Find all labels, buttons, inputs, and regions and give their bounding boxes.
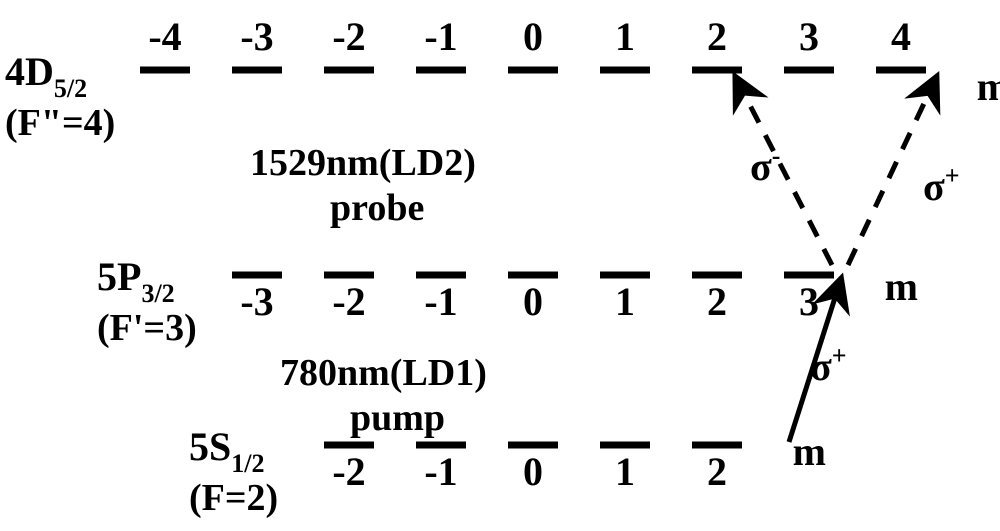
state-term: 5P3/2 (97, 254, 175, 308)
probe1-label: 1529nm(LD2) (250, 142, 476, 184)
m-number: -4 (148, 14, 181, 59)
m-number: -1 (424, 14, 457, 59)
m-number: -1 (424, 449, 457, 494)
sigma_minus-label: σ- (750, 141, 780, 189)
m-number: -1 (424, 279, 457, 324)
m-number: 2 (707, 14, 727, 59)
state-term: 4D5/2 (5, 49, 87, 103)
state-labels: 4D5/2(F"=4) 5P3/2(F'=3) 5S1/2(F=2) (5, 49, 278, 519)
m-number: 1 (615, 14, 635, 59)
sigma_plus_top-label: σ+ (923, 161, 960, 209)
m-number: -3 (240, 279, 273, 324)
m-number: 2 (707, 449, 727, 494)
m-number: -2 (332, 449, 365, 494)
m-number: 3 (799, 14, 819, 59)
energy-level-diagram: -4-3-2-101234m-3-2-10123m-2-1012m 4D5/2(… (0, 0, 1000, 531)
m-label: m (885, 264, 918, 309)
m-number: 0 (523, 449, 543, 494)
probe_pls-arrow (848, 80, 935, 265)
transition-arrows (737, 80, 935, 442)
m-number-labels: -4 -3 -2 -1 0 1 2 3 4 m -3 -2 -1 0 1 2 3 m -2 -1 0 1 2 m (148, 14, 1000, 494)
F-label: (F"=4) (5, 102, 115, 144)
probe2-label: probe (330, 187, 424, 229)
pump2-label: pump (350, 397, 445, 439)
m-number: 1 (615, 279, 635, 324)
m-label: m (793, 429, 826, 474)
m-number: -3 (240, 14, 273, 59)
m-number: 2 (707, 279, 727, 324)
m-number: 3 (799, 279, 819, 324)
m-number: 0 (523, 279, 543, 324)
m-number: -2 (332, 279, 365, 324)
m-label: m (977, 64, 1000, 109)
m-number: -2 (332, 14, 365, 59)
F-label: (F=2) (189, 477, 278, 519)
F-label: (F'=3) (97, 307, 197, 349)
m-number: 1 (615, 449, 635, 494)
pump1-label: 780nm(LD1) (280, 352, 487, 394)
m-number: 0 (523, 14, 543, 59)
state-term: 5S1/2 (189, 424, 264, 478)
m-number: 4 (891, 14, 911, 59)
